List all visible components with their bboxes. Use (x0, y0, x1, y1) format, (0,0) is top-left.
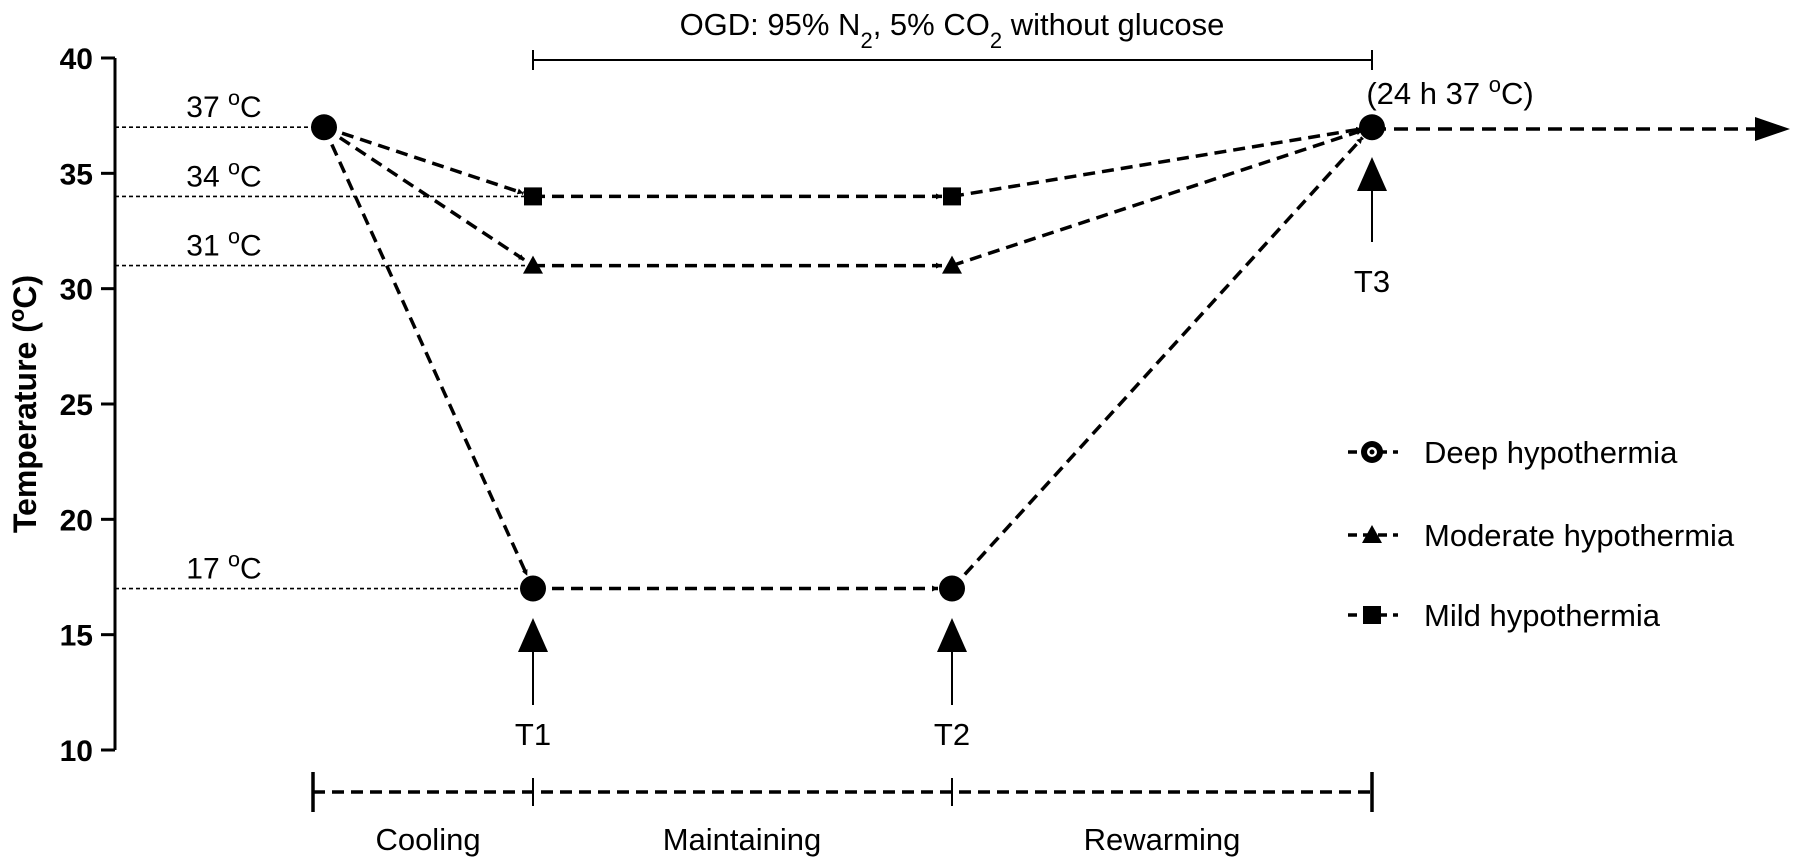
series-segment (323, 125, 526, 262)
y-tick-label: 20 (60, 504, 93, 537)
square-point (524, 187, 542, 206)
ogd-label: OGD: 95% N2, 5% CO2 without glucose (680, 7, 1225, 53)
legend-square-marker (1363, 606, 1381, 624)
series-segment (950, 136, 1364, 590)
circle-point-core (947, 583, 957, 594)
legend-label: Deep hypothermia (1424, 435, 1678, 470)
reference-line-label: 34 oC (186, 154, 261, 194)
legend-label: Mild hypothermia (1424, 598, 1661, 633)
post-rewarming-arrow (1372, 117, 1790, 141)
y-axis-label: Temperature (oC) (4, 275, 44, 533)
y-tick-label: 15 (60, 620, 93, 653)
y-axis: 10 15 20 25 30 35 40 (60, 43, 117, 768)
y-tick-label: 30 (60, 274, 93, 307)
legend-triangle-marker (1362, 525, 1382, 543)
circle-point-core (528, 583, 538, 594)
time-markers: T1 T2 T3 (515, 157, 1390, 752)
y-tick-label: 40 (60, 43, 93, 76)
time-marker-arrowhead (937, 618, 967, 652)
legend-circle-marker-dot (1369, 449, 1375, 455)
series-segment (322, 126, 529, 577)
reference-line-label: 37 oC (186, 85, 261, 125)
phase-label: Rewarming (1084, 822, 1241, 857)
series-triangle (323, 125, 1364, 274)
time-marker-label: T1 (515, 717, 551, 752)
post-rewarming-arrowhead (1755, 117, 1790, 141)
series-segment (951, 128, 1364, 268)
phase-label: Cooling (375, 822, 480, 857)
time-marker-label: T2 (934, 717, 970, 752)
time-marker-arrowhead (1357, 157, 1387, 191)
series-segment (323, 125, 525, 195)
square-point (943, 187, 961, 206)
y-tick-label: 35 (60, 158, 93, 191)
legend-label: Moderate hypothermia (1424, 518, 1735, 553)
reference-line-label: 17 oC (186, 546, 261, 586)
series-circle (311, 114, 1385, 602)
series-segment (951, 126, 1363, 199)
ogd-bracket (532, 50, 1373, 70)
reference-lines: 37 oC 34 oC 31 oC 17 oC (115, 85, 533, 590)
triangle-point (942, 255, 962, 274)
phase-bar: Cooling Maintaining Rewarming (311, 772, 1374, 857)
y-tick-label: 10 (60, 735, 93, 768)
y-tick-label: 25 (60, 389, 93, 422)
post-rewarming-label: (24 h 37 oC) (1366, 72, 1533, 112)
series-layer (311, 114, 1385, 602)
series-square (323, 125, 1363, 206)
time-marker-label: T3 (1354, 264, 1390, 299)
phase-label: Maintaining (663, 822, 822, 857)
reference-line-label: 31 oC (186, 223, 261, 263)
triangle-point (523, 255, 543, 274)
time-marker-arrowhead (518, 618, 548, 652)
legend: Deep hypothermia Moderate hypothermia Mild… (1348, 435, 1735, 633)
